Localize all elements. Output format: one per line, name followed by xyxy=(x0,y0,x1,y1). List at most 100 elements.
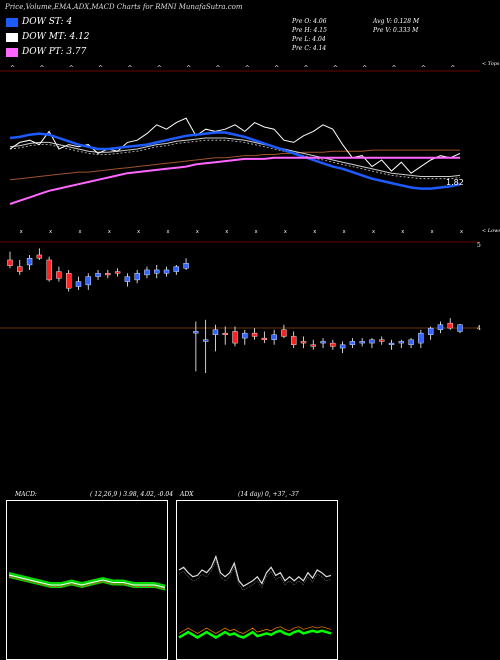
macd-histogram-band xyxy=(9,572,165,591)
low-marker: x xyxy=(401,229,404,235)
candle-body xyxy=(85,276,91,286)
prev-volume: Pre V: 0.333 M xyxy=(373,27,419,34)
ema-mid-dashed-line xyxy=(9,139,461,180)
candle-body xyxy=(183,263,189,269)
top-marker: ^ xyxy=(10,65,15,72)
low-marker: x xyxy=(78,229,81,235)
candle-body xyxy=(388,342,395,345)
price-tick-5: 5 xyxy=(477,242,481,249)
candle-body xyxy=(242,332,248,339)
macd-signal-line xyxy=(8,576,166,590)
adx-plus-di-dashed xyxy=(178,559,332,591)
tops-label: < Tops xyxy=(482,61,500,67)
low-marker: x xyxy=(343,229,346,235)
candle-body xyxy=(330,342,336,347)
low-marker: x xyxy=(372,229,375,235)
low-marker: x xyxy=(108,229,111,235)
legend-swatch-mt xyxy=(6,32,18,42)
close-line xyxy=(9,117,461,174)
low-marker: x xyxy=(225,229,228,235)
candle-body xyxy=(154,269,160,274)
last-value-label: 1.82 xyxy=(446,178,464,187)
candle-body xyxy=(320,341,326,344)
candle-body xyxy=(95,273,101,277)
candle-body xyxy=(369,339,375,344)
candle-body xyxy=(65,273,72,289)
candle-body xyxy=(251,332,258,337)
ema-mid-line xyxy=(9,137,461,177)
legend-dow-mt: DOW MT: 4.12 xyxy=(6,32,90,42)
top-marker: ^ xyxy=(186,65,191,72)
low-marker: x xyxy=(255,229,258,235)
legend-label-st: DOW ST: 4 xyxy=(22,17,73,27)
legend-swatch-st xyxy=(6,17,18,27)
candle-body xyxy=(75,281,82,287)
legend-label-mt: DOW MT: 4.12 xyxy=(22,32,90,42)
candle-body xyxy=(202,339,209,342)
candle-body xyxy=(193,331,199,334)
candle-body xyxy=(418,332,424,344)
top-marker: ^ xyxy=(303,65,308,72)
candle-body xyxy=(222,332,228,335)
candle-body xyxy=(349,341,356,345)
candle-body xyxy=(36,254,43,259)
macd-chart xyxy=(8,572,166,591)
candle-body xyxy=(290,336,297,345)
candle-body xyxy=(310,344,316,347)
candle-body xyxy=(26,258,33,266)
top-marker: ^ xyxy=(157,65,162,72)
adx-line xyxy=(178,626,332,634)
ema-long-line xyxy=(9,149,460,181)
prev-high: Pre H: 4.15 xyxy=(292,27,327,34)
candle-body xyxy=(339,344,346,349)
candle-body xyxy=(427,327,434,335)
candle-body xyxy=(134,273,140,281)
candle-body xyxy=(359,341,365,344)
macd-label: MACD: xyxy=(15,491,37,498)
low-marker: x xyxy=(313,229,316,235)
legend-swatch-pt xyxy=(6,47,18,57)
candle-body xyxy=(300,341,307,344)
low-marker: x xyxy=(167,229,170,235)
top-marker: ^ xyxy=(39,65,44,72)
avg-volume: Avg V: 0.128 M xyxy=(373,18,420,25)
low-marker: x xyxy=(49,229,52,235)
candle-body xyxy=(281,329,287,337)
macd-values: ( 12,26,9 ) 3.98, 4.02, -0.04 xyxy=(90,491,174,498)
prev-close: Pre C: 4.14 xyxy=(292,45,327,52)
adx-chart xyxy=(178,554,332,639)
candle-body xyxy=(17,266,23,272)
candle-body xyxy=(408,339,414,345)
low-marker: x xyxy=(460,229,463,235)
adx-panel xyxy=(176,500,338,660)
legend-label-pt: DOW PT: 3.77 xyxy=(22,47,87,57)
adx-values: (14 day) 0, +37, -37 xyxy=(238,491,299,498)
top-marker: ^ xyxy=(333,65,338,72)
top-marker: ^ xyxy=(215,65,220,72)
adx-label: ADX xyxy=(180,491,194,498)
candle-body xyxy=(379,339,385,342)
macd-line xyxy=(8,574,166,588)
legend-dow-pt: DOW PT: 3.77 xyxy=(6,47,86,57)
top-marker: ^ xyxy=(450,65,455,72)
top-marker: ^ xyxy=(274,65,279,72)
candle-body xyxy=(232,331,238,344)
low-marker: x xyxy=(196,229,199,235)
candle-body xyxy=(56,271,62,279)
candle-body xyxy=(437,324,444,330)
price-tick-4: 4 xyxy=(477,325,481,332)
macd-panel xyxy=(6,500,168,660)
candle-body xyxy=(447,322,453,329)
top-marker: ^ xyxy=(245,65,250,72)
legend-dow-st: DOW ST: 4 xyxy=(6,17,72,27)
top-marker: ^ xyxy=(362,65,367,72)
low-marker: x xyxy=(137,229,140,235)
adx-plus-di-line xyxy=(178,554,332,587)
candle-body xyxy=(261,337,268,340)
adx-minus-di-line xyxy=(178,629,332,639)
prev-low: Pre L: 4.04 xyxy=(292,36,326,43)
chart-title: Price,Volume,EMA,ADX,MACD Charts for RMN… xyxy=(5,3,243,11)
candle-body xyxy=(457,324,463,332)
low-marker: x xyxy=(431,229,434,235)
top-marker: ^ xyxy=(392,65,397,72)
